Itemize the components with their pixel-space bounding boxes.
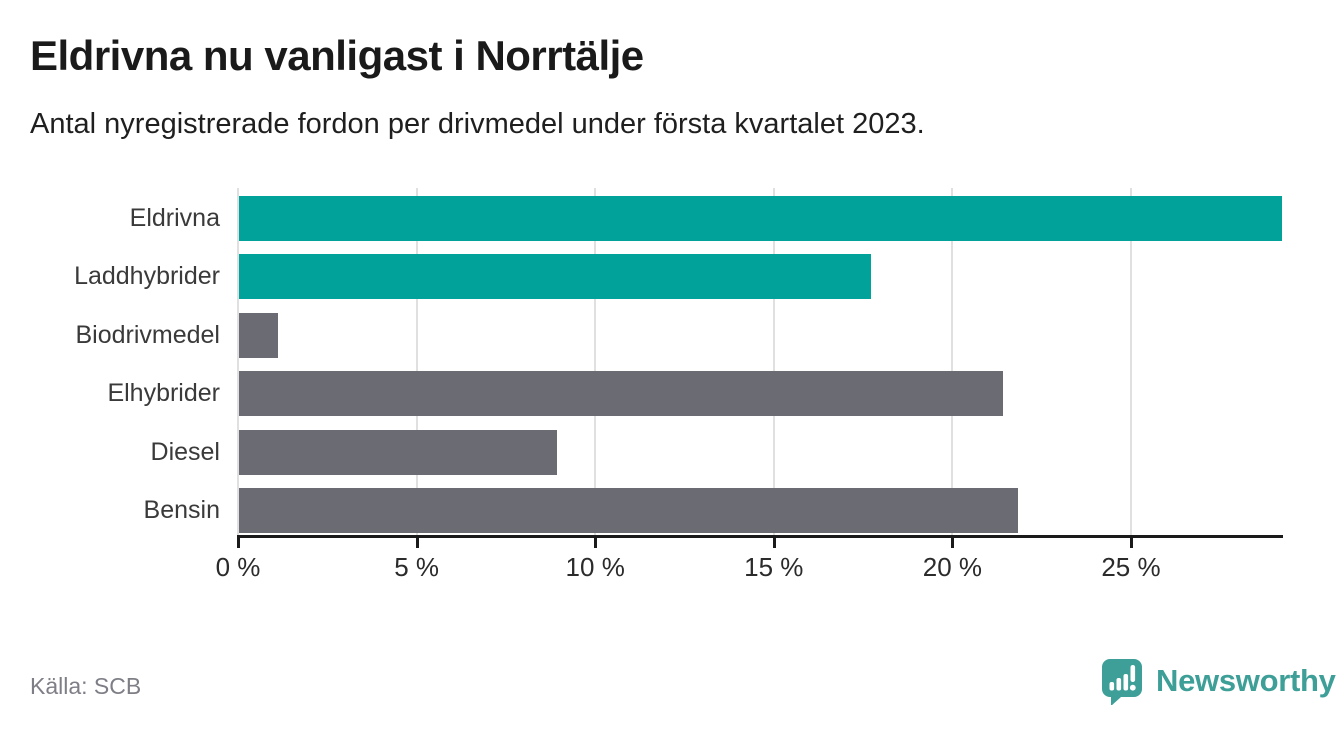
bar-eldrivna bbox=[239, 195, 1282, 241]
category-label-laddhybrider: Laddhybrider bbox=[74, 262, 220, 290]
category-label-diesel: Diesel bbox=[150, 437, 220, 466]
x-tick-25 bbox=[1129, 538, 1133, 548]
x-tick-20 bbox=[951, 538, 955, 548]
source-label: Källa: SCB bbox=[30, 673, 142, 699]
x-tick-label-10: 10 % bbox=[565, 552, 625, 582]
newsworthy-logo: Newsworthy bbox=[1100, 657, 1336, 705]
newsworthy-logo-text: Newsworthy bbox=[1156, 663, 1336, 698]
x-axis-line bbox=[237, 535, 1283, 538]
x-tick-15 bbox=[772, 538, 776, 548]
category-label-elhybrider: Elhybrider bbox=[107, 379, 220, 407]
chart-title: Eldrivna nu vanligast i Norrtälje bbox=[30, 32, 644, 79]
category-label-eldrivna: Eldrivna bbox=[129, 203, 220, 232]
gridline-5 bbox=[415, 188, 418, 535]
gridline-20 bbox=[951, 188, 954, 535]
gridline-10 bbox=[594, 188, 597, 535]
category-label-biodrivmedel: Biodrivmedel bbox=[75, 320, 220, 349]
bar-laddhybrider bbox=[239, 254, 872, 299]
bar-diesel bbox=[239, 429, 557, 475]
x-tick-label-5: 5 % bbox=[394, 552, 439, 582]
x-tick-0 bbox=[237, 538, 240, 548]
bar-biodrivmedel bbox=[239, 312, 279, 358]
x-tick-label-20: 20 % bbox=[922, 552, 983, 582]
category-label-bensin: Bensin bbox=[143, 496, 220, 524]
x-tick-label-0: 0 % bbox=[215, 552, 261, 582]
chart-subtitle: Antal nyregistrerade fordon per drivmede… bbox=[30, 108, 925, 140]
gridline-25 bbox=[1129, 188, 1132, 535]
gridline-0 bbox=[237, 188, 239, 535]
bar-elhybrider bbox=[239, 371, 1004, 416]
x-tick-5 bbox=[415, 538, 419, 548]
plot-area bbox=[237, 188, 1281, 535]
x-tick-label-25: 25 % bbox=[1101, 552, 1161, 582]
bar-bensin bbox=[239, 488, 1018, 533]
x-tick-label-15: 15 % bbox=[744, 552, 804, 582]
newsworthy-logo-icon bbox=[1102, 659, 1142, 705]
gridline-15 bbox=[772, 188, 775, 535]
x-tick-10 bbox=[594, 538, 598, 548]
